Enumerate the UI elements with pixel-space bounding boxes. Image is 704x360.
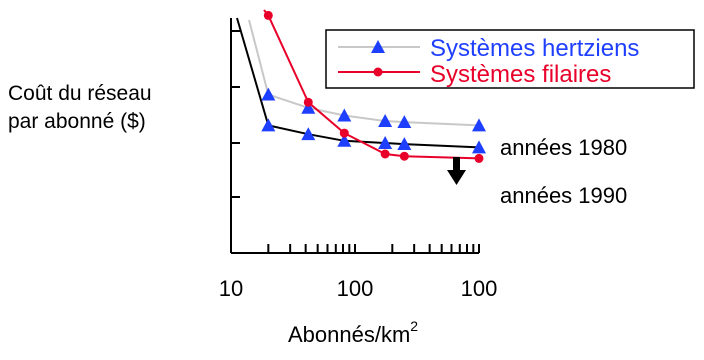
annotation-1980: années 1980 [500, 135, 627, 160]
marker-filaires [339, 128, 349, 138]
marker-filaires [380, 149, 390, 159]
legend-label-hertziens: Systèmes hertziens [430, 35, 639, 62]
marker-filaires [263, 10, 273, 20]
axes: 10 100 100 [219, 18, 498, 301]
y-axis-label: Coût du réseau par abonné ($) [8, 80, 152, 136]
marker-filaires [399, 151, 409, 161]
legend-marker-hertziens [371, 40, 385, 53]
y-axis-label-line1: Coût du réseau [8, 82, 152, 105]
series-layer [236, 9, 486, 163]
x-tick-label: 100 [461, 276, 498, 301]
x-axis-label: Abonnés/km2 [288, 318, 418, 348]
annotations: années 1980 années 1990 [447, 135, 627, 208]
annotation-1990: années 1990 [500, 183, 627, 208]
marker-hertziens-1980 [261, 87, 276, 101]
marker-filaires [474, 153, 484, 163]
marker-hertziens-1990 [337, 133, 352, 147]
x-axis-label-text: Abonnés/km [288, 322, 411, 347]
marker-hertziens-1990 [397, 137, 412, 151]
marker-hertziens-1990 [301, 127, 316, 141]
marker-hertziens-1980 [337, 108, 352, 122]
marker-filaires [303, 97, 313, 107]
marker-hertziens-1980 [397, 115, 412, 129]
x-axis-label-superscript: 2 [410, 318, 419, 334]
marker-hertziens-1980 [472, 118, 486, 132]
legend-marker-filaires [373, 67, 383, 77]
marker-hertziens-1980 [301, 100, 316, 114]
x-tick-label: 100 [337, 276, 374, 301]
x-tick-label: 10 [219, 276, 243, 301]
arrow-shaft [453, 157, 460, 171]
arrow-head [447, 170, 466, 185]
legend-box [325, 29, 695, 89]
marker-hertziens-1990 [472, 140, 486, 154]
legend-label-filaires: Systèmes filaires [430, 61, 611, 88]
marker-hertziens-1990 [378, 136, 393, 149]
marker-hertziens-1980 [378, 114, 393, 127]
marker-hertziens-1990 [261, 118, 276, 132]
y-axis-label-line2: par abonné ($) [8, 110, 146, 133]
